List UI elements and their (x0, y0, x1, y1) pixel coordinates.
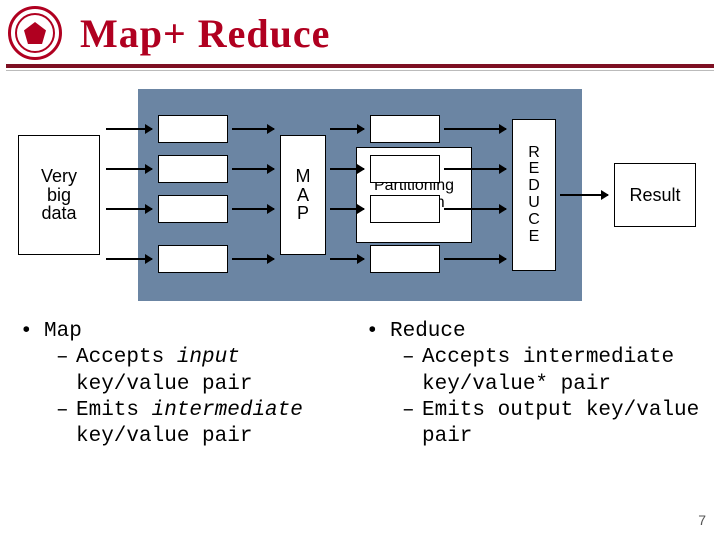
txt: key/value pair (76, 373, 252, 396)
bullet-reduce-head: • Reduce (366, 319, 700, 345)
split-box-2 (158, 195, 228, 223)
reduce-sub-1-text: Accepts intermediate key/value* pair (422, 345, 700, 398)
txt: Emits (76, 399, 152, 422)
txt-em: input (177, 346, 240, 369)
mapout-box-1 (370, 155, 440, 183)
map-sub-2: – Emits intermediate key/value pair (20, 398, 354, 451)
box-map: MAP (280, 135, 326, 255)
mapout-box-0 (370, 115, 440, 143)
arrow-in-3 (106, 258, 152, 260)
arrow-map-2 (232, 208, 274, 210)
arrow-in-2 (106, 208, 152, 210)
box-line: Result (629, 186, 680, 205)
mapout-box-3 (370, 245, 440, 273)
arrow-map-1 (232, 168, 274, 170)
university-logo (8, 6, 62, 60)
bullet-map-head: • Map (20, 319, 354, 345)
arrow-red-2 (444, 208, 506, 210)
box-result: Result (614, 163, 696, 227)
arrow-part-0 (330, 128, 364, 130)
box-line: R (528, 145, 540, 162)
arrow-in-1 (106, 168, 152, 170)
arrow-part-1 (330, 168, 364, 170)
box-line: data (41, 204, 76, 223)
bullet-dash: – (402, 398, 422, 451)
arrow-map-3 (232, 258, 274, 260)
arrow-map-0 (232, 128, 274, 130)
reduce-sub-2-text: Emits output key/value pair (422, 398, 700, 451)
slide-title: Map+ Reduce (80, 10, 330, 57)
arrow-red-3 (444, 258, 506, 260)
page-number: 7 (698, 512, 706, 528)
split-box-3 (158, 245, 228, 273)
box-line: M (296, 167, 311, 186)
box-line: big (47, 186, 71, 205)
box-line: E (529, 229, 540, 246)
arrow-in-0 (106, 128, 152, 130)
slide: Map+ Reduce VerybigdataMAPPartitioningFu… (0, 0, 720, 540)
header: Map+ Reduce (0, 0, 720, 62)
arrow-red-0 (444, 128, 506, 130)
box-reduce: REDUCE (512, 119, 556, 271)
box-line: E (529, 161, 540, 178)
title-rule-thick (6, 64, 714, 68)
box-line: Very (41, 167, 77, 186)
bullet-dash: – (402, 345, 422, 398)
bullet-dash: – (56, 345, 76, 398)
txt-em: intermediate (152, 399, 303, 422)
map-sub-1-text: Accepts input key/value pair (76, 345, 354, 398)
box-line: D (528, 178, 540, 195)
txt: Accepts (76, 346, 177, 369)
mapout-box-2 (370, 195, 440, 223)
box-line: P (297, 204, 309, 223)
map-sub-2-text: Emits intermediate key/value pair (76, 398, 354, 451)
box-line: A (297, 186, 309, 205)
split-box-1 (158, 155, 228, 183)
arrow-part-2 (330, 208, 364, 210)
txt: key/value pair (76, 425, 252, 448)
bullet-dash: – (56, 398, 76, 451)
box-input: Verybigdata (18, 135, 100, 255)
box-line: C (528, 212, 540, 229)
arrow-red-1 (444, 168, 506, 170)
bullet-columns: • Map – Accepts input key/value pair – E… (0, 305, 720, 450)
reduce-column: • Reduce – Accepts intermediate key/valu… (360, 319, 706, 450)
map-column: • Map – Accepts input key/value pair – E… (14, 319, 360, 450)
title-rule-thin (6, 70, 714, 71)
reduce-sub-1: – Accepts intermediate key/value* pair (366, 345, 700, 398)
mapreduce-diagram: VerybigdataMAPPartitioningFunctionREDUCE… (18, 85, 702, 305)
box-line: U (528, 195, 540, 212)
arrow-out (560, 194, 608, 196)
bullet-dot: • (20, 319, 44, 345)
reduce-head-text: Reduce (390, 319, 466, 345)
split-box-0 (158, 115, 228, 143)
map-sub-1: – Accepts input key/value pair (20, 345, 354, 398)
arrow-part-3 (330, 258, 364, 260)
reduce-sub-2: – Emits output key/value pair (366, 398, 700, 451)
map-head-text: Map (44, 319, 82, 345)
bullet-dot: • (366, 319, 390, 345)
